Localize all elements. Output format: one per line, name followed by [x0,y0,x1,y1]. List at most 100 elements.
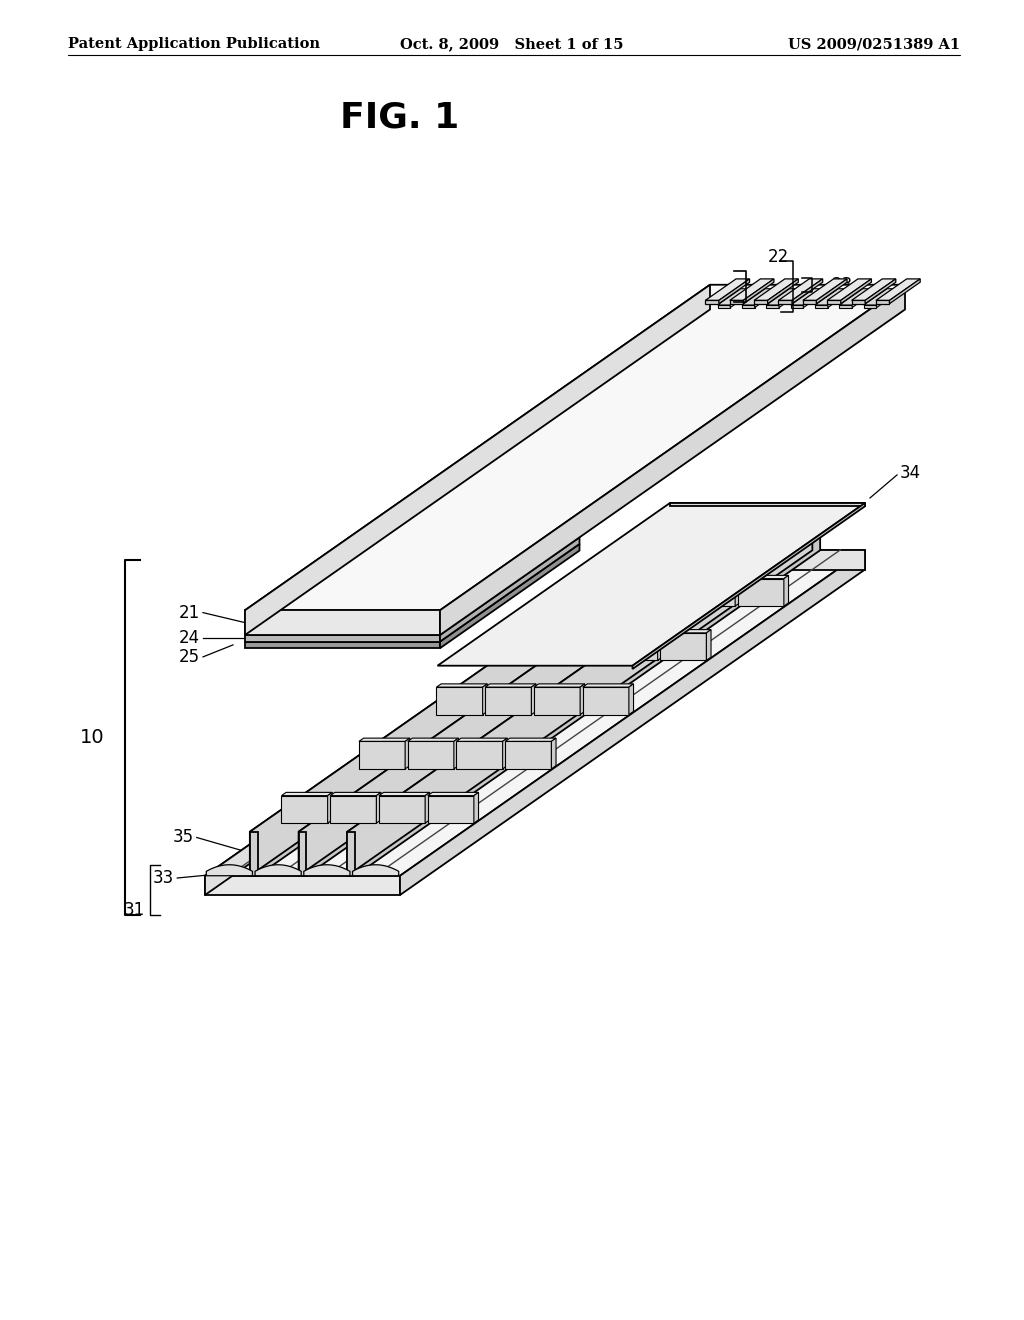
Polygon shape [359,738,410,742]
Polygon shape [657,630,663,660]
Polygon shape [583,688,629,714]
Polygon shape [827,301,841,304]
Polygon shape [330,796,377,824]
Polygon shape [406,738,410,768]
Polygon shape [505,738,556,742]
Polygon shape [250,507,723,832]
Polygon shape [255,865,301,875]
Polygon shape [864,305,877,308]
Polygon shape [379,792,430,796]
Polygon shape [735,576,739,606]
Polygon shape [768,279,799,304]
Polygon shape [840,289,876,305]
Polygon shape [352,865,398,875]
Polygon shape [841,279,871,304]
Polygon shape [737,576,788,578]
Polygon shape [330,792,381,796]
Polygon shape [864,289,900,305]
Polygon shape [827,289,851,308]
Polygon shape [633,503,865,669]
Polygon shape [560,630,565,660]
Polygon shape [428,796,474,824]
Polygon shape [852,279,896,301]
Polygon shape [379,796,425,824]
Polygon shape [815,289,851,305]
Polygon shape [250,507,715,875]
Polygon shape [534,684,585,688]
Polygon shape [457,738,507,742]
Polygon shape [640,576,691,578]
Polygon shape [816,279,847,304]
Polygon shape [440,285,905,635]
Polygon shape [328,792,332,824]
Polygon shape [436,684,487,688]
Polygon shape [440,544,580,648]
Polygon shape [205,550,865,875]
Text: 31: 31 [124,902,145,919]
Polygon shape [754,279,799,301]
Polygon shape [425,792,430,824]
Polygon shape [457,742,503,768]
Polygon shape [778,279,822,301]
Polygon shape [428,792,478,796]
Polygon shape [778,301,792,304]
Polygon shape [245,610,440,635]
Polygon shape [563,630,613,632]
Polygon shape [803,279,847,301]
Polygon shape [840,305,852,308]
Polygon shape [408,742,454,768]
Polygon shape [377,792,381,824]
Polygon shape [503,738,507,768]
Polygon shape [245,285,905,610]
Polygon shape [784,576,788,606]
Polygon shape [282,792,332,796]
Polygon shape [583,684,634,688]
Polygon shape [485,688,531,714]
Polygon shape [852,301,865,304]
Text: Patent Application Publication: Patent Application Publication [68,37,319,51]
Polygon shape [514,630,565,632]
Polygon shape [718,305,730,308]
Text: 21: 21 [179,603,200,622]
Polygon shape [514,632,560,660]
Polygon shape [440,537,580,642]
Polygon shape [766,289,802,305]
Polygon shape [250,832,258,875]
Polygon shape [865,279,896,304]
Polygon shape [689,576,739,578]
Polygon shape [660,632,707,660]
Polygon shape [359,742,406,768]
Polygon shape [592,576,642,578]
Polygon shape [282,796,328,824]
Polygon shape [299,507,771,832]
Polygon shape [531,684,536,714]
Polygon shape [437,503,865,665]
Text: 33: 33 [153,869,174,887]
Polygon shape [299,832,306,875]
Polygon shape [245,285,710,635]
Polygon shape [304,865,350,875]
Polygon shape [743,279,774,304]
Polygon shape [742,289,778,305]
Polygon shape [592,578,638,606]
Polygon shape [877,289,900,308]
Polygon shape [876,301,890,304]
Polygon shape [485,684,536,688]
Polygon shape [686,576,691,606]
Polygon shape [719,279,750,304]
Polygon shape [742,305,755,308]
Polygon shape [803,301,816,304]
Polygon shape [876,279,921,301]
Polygon shape [791,305,804,308]
Polygon shape [640,578,686,606]
Polygon shape [245,635,440,642]
Polygon shape [581,684,585,714]
Polygon shape [611,632,657,660]
Polygon shape [245,642,440,648]
Text: 34: 34 [900,463,922,482]
Text: 32: 32 [358,854,382,873]
Polygon shape [755,289,778,308]
Text: US 2009/0251389 A1: US 2009/0251389 A1 [787,37,961,51]
Polygon shape [730,279,774,301]
Polygon shape [890,279,921,304]
